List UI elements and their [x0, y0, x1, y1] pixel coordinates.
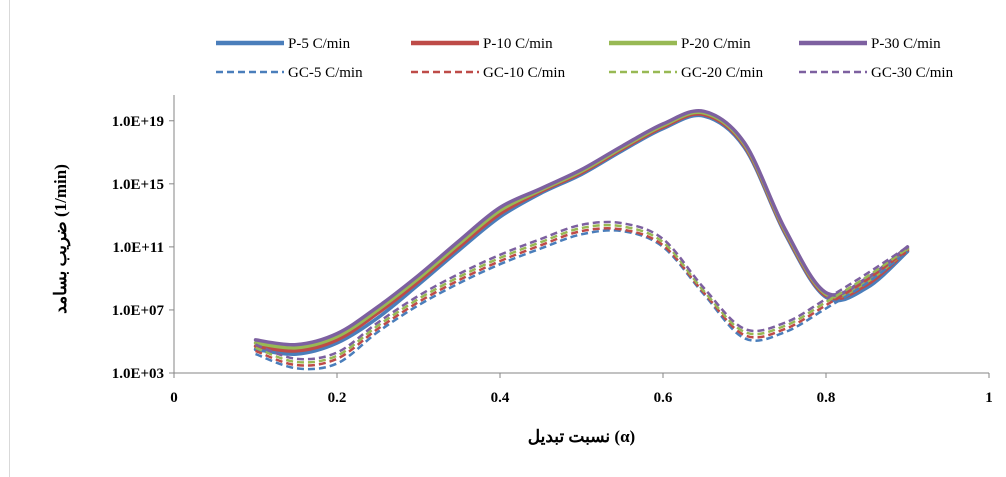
x-tick-label: 0.6	[654, 390, 673, 406]
axes	[173, 95, 989, 374]
legend-label: GC-10 C/min	[483, 65, 566, 81]
left-border-line	[9, 0, 10, 477]
legend-label: P-30 C/min	[871, 36, 941, 52]
x-axis-title: نسبت تبدیل (α)	[528, 427, 635, 446]
x-tick-label: 0.4	[491, 390, 510, 406]
series-line-gc-20-c-min	[255, 223, 909, 364]
x-tick-label: 1	[985, 390, 993, 406]
y-tick-label: 1.0E+11	[113, 240, 164, 256]
legend-label: GC-20 C/min	[681, 65, 764, 81]
series-line-p-30-c-min	[253, 108, 910, 347]
series-lines	[253, 108, 910, 371]
y-tick-label: 1.0E+07	[112, 303, 165, 319]
y-tick-label: 1.0E+03	[112, 366, 164, 382]
y-tick-labels: 1.0E+03 1.0E+07 1.0E+11 1.0E+15 1.0E+19	[112, 114, 174, 382]
legend: P-5 C/min P-10 C/min P-20 C/min P-30 C/min G…	[216, 36, 954, 81]
x-tick-labels: 0 0.2 0.4 0.6 0.8 1	[170, 373, 993, 406]
x-tick-label: 0.8	[817, 390, 836, 406]
legend-label: P-10 C/min	[483, 36, 553, 52]
series-line-gc-30-c-min	[255, 220, 909, 361]
y-axis-title: ضریب بسامد (1/min)	[51, 164, 71, 314]
series-line-gc-5-c-min	[255, 229, 909, 371]
x-tick-label: 0.2	[328, 390, 347, 406]
x-tick-label: 0	[170, 390, 178, 406]
legend-label: GC-5 C/min	[288, 65, 363, 81]
y-tick-label: 1.0E+19	[112, 114, 164, 130]
y-tick-label: 1.0E+15	[112, 177, 164, 193]
legend-label: P-5 C/min	[288, 36, 351, 52]
legend-label: P-20 C/min	[681, 36, 751, 52]
legend-label: GC-30 C/min	[871, 65, 954, 81]
